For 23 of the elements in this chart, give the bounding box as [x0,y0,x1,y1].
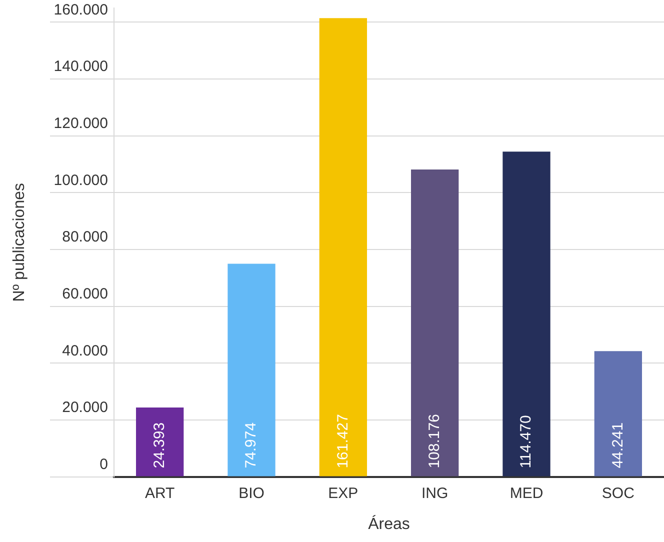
x-tick-label: MED [510,484,544,502]
y-tick-label: 160.000 [54,1,108,18]
data-label: 74.974 [242,422,260,468]
x-tick-label: BIO [238,484,264,502]
x-tick-label: ING [421,484,448,502]
data-label: 44.241 [609,422,626,468]
y-tick-label: 100.000 [54,172,108,189]
y-axis-title: Nº publicaciones [11,183,28,302]
x-axis-title: Áreas [368,514,410,533]
x-tick-label: EXP [328,484,358,502]
data-label: 161.427 [334,414,352,468]
y-tick-label: 40.000 [62,342,108,360]
y-tick-label: 0 [100,456,108,473]
y-tick-label: 120.000 [54,114,108,132]
x-tick-label: SOC [602,484,635,502]
data-label: 108.176 [426,414,443,468]
y-tick-label: 80.000 [62,228,108,246]
y-tick-label: 20.000 [62,399,108,416]
y-tick-label: 60.000 [62,285,108,302]
data-label: 114.470 [518,415,535,468]
y-tick-label: 140.000 [54,58,108,76]
data-label: 24.393 [150,422,168,468]
x-tick-label: ART [144,484,175,502]
